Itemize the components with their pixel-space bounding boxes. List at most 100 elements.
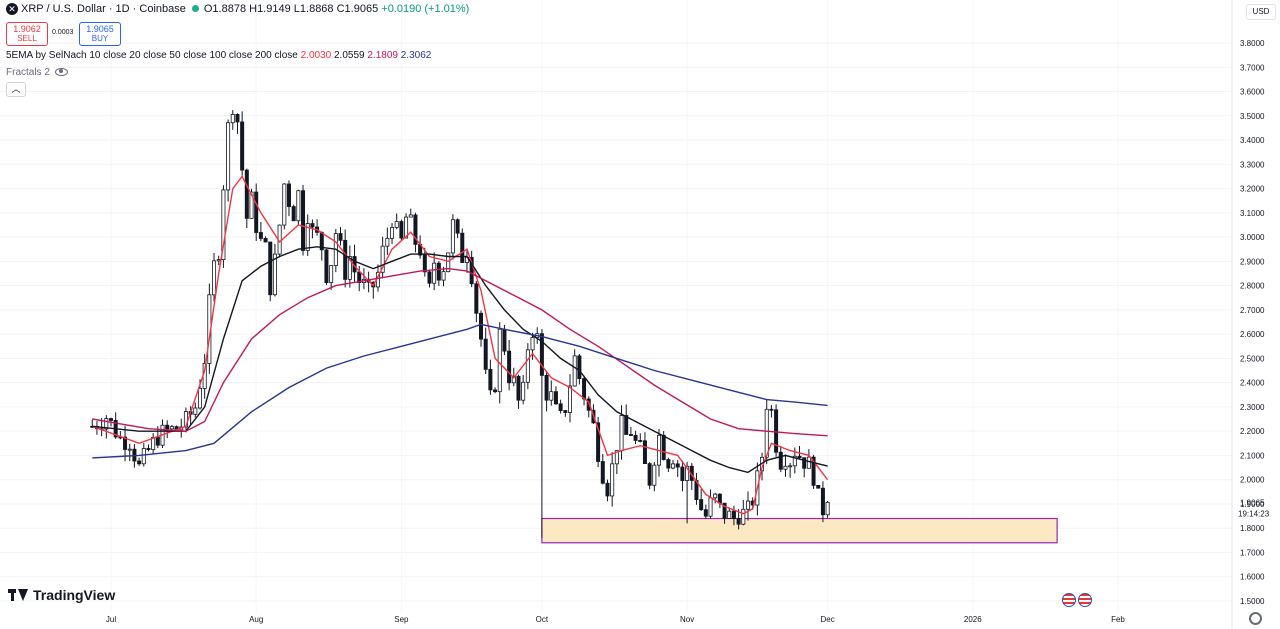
candle-body — [469, 256, 474, 285]
symbol-header: ✕ XRP / U.S. Dollar · 1D · Coinbase O1.887… — [6, 3, 469, 16]
candle-body — [802, 457, 807, 469]
candle-body — [258, 232, 263, 239]
candle-body — [127, 448, 132, 451]
us-flag-icon[interactable] — [1062, 593, 1076, 607]
candle-body — [343, 239, 348, 280]
logo-text: TradingView — [33, 587, 116, 603]
x-tick-label: Dec — [820, 615, 834, 624]
candle-body — [628, 434, 633, 436]
candle-body — [151, 436, 156, 450]
candle-body — [811, 456, 816, 486]
support-zone — [541, 517, 1058, 544]
y-tick-label: 2.7000 — [1240, 306, 1265, 315]
currency-selector[interactable]: USD — [1246, 4, 1276, 20]
candle-body — [249, 191, 254, 219]
y-tick-label: 3.2000 — [1240, 185, 1265, 194]
candle-body — [539, 333, 544, 376]
x-tick-label: Feb — [1111, 615, 1125, 624]
candle-body — [680, 466, 685, 481]
candle-body — [820, 487, 825, 516]
candle-body — [230, 114, 235, 124]
low-value: L1.8868 — [293, 3, 334, 15]
y-tick-label: 2.8000 — [1240, 282, 1265, 291]
candle-body — [525, 349, 530, 383]
time-axis[interactable]: Jul Aug Sep Oct Nov Dec 2026 Feb — [106, 615, 1126, 624]
candle-body — [254, 191, 259, 233]
ohlc-readout: O1.8878 H1.9149 L1.8868 C1.9065 +0.0190 … — [204, 3, 469, 15]
candle-body — [722, 502, 727, 519]
y-tick-label: 2.5000 — [1240, 354, 1265, 363]
candle-body — [647, 463, 652, 486]
close-value: C1.9065 — [336, 3, 379, 15]
y-tick-label: 2.6000 — [1240, 330, 1265, 339]
y-tick-label: 1.6000 — [1240, 573, 1265, 582]
fractals-indicator-legend[interactable]: Fractals 2 — [6, 67, 68, 78]
candle-body — [797, 455, 802, 459]
candle-body — [390, 227, 395, 239]
candle-body — [816, 484, 821, 489]
buy-button[interactable]: 1.9065 BUY — [79, 22, 121, 46]
x-tick-label: Nov — [680, 615, 694, 624]
candle-body — [825, 501, 830, 516]
sell-button[interactable]: 1.9062 SELL — [6, 22, 48, 46]
candle-body — [553, 391, 558, 405]
candle-body — [296, 190, 301, 222]
candle-body — [286, 183, 291, 207]
candle-body — [493, 389, 498, 393]
y-tick-label: 2.4000 — [1240, 379, 1265, 388]
candle-body — [806, 456, 811, 469]
y-tick-label: 3.0000 — [1240, 233, 1265, 242]
candle-body — [441, 271, 446, 281]
y-tick-label: 3.8000 — [1240, 39, 1265, 48]
us-flag-icon[interactable] — [1078, 593, 1092, 607]
candle-body — [774, 409, 779, 453]
eye-icon[interactable] — [54, 68, 68, 77]
y-tick-label: 2.2000 — [1240, 427, 1265, 436]
candle-body — [455, 219, 460, 234]
bar-countdown-label: 19:14:23 — [1238, 509, 1270, 518]
candle-body — [764, 408, 769, 458]
candle-body — [596, 422, 601, 462]
buy-price: 1.9065 — [86, 24, 114, 34]
candle-body — [169, 426, 174, 430]
ema-line-ema-100 — [92, 323, 828, 459]
fractals-label: Fractals 2 — [6, 67, 50, 78]
open-value: O1.8878 — [203, 3, 247, 15]
candle-body — [769, 408, 774, 411]
y-tick-label: 2.0000 — [1240, 476, 1265, 485]
ema-indicator-legend[interactable]: 5EMA by SelNach 10 close 20 close 50 clo… — [6, 50, 431, 61]
candle-body — [235, 114, 240, 123]
candle-body — [727, 510, 732, 519]
events-markers[interactable] — [1060, 593, 1092, 612]
candle-body — [338, 233, 343, 241]
candle-body — [530, 337, 535, 351]
price-axis[interactable]: 3.8000 3.7000 3.6000 3.5000 3.4000 3.3000 3.20… — [1231, 0, 1270, 629]
tradingview-logo[interactable]: TradingView — [8, 587, 115, 603]
candle-body — [638, 440, 643, 442]
candle-body — [146, 448, 151, 450]
candle-body — [661, 434, 666, 460]
candle-body — [642, 440, 647, 465]
candle-body — [741, 508, 746, 525]
candle-body — [155, 436, 160, 446]
x-tick-label: Oct — [536, 615, 549, 624]
candle-body — [582, 378, 587, 400]
candle-body — [272, 253, 277, 296]
candle-body — [614, 450, 619, 465]
support-zone-layer — [541, 517, 1058, 544]
candle-body — [788, 465, 793, 468]
candle-body — [572, 355, 577, 387]
candle-body — [577, 355, 582, 380]
ema-indicator-label: 5EMA by SelNach 10 close 20 close 50 clo… — [6, 50, 298, 61]
collapse-legend-button[interactable]: ︿ — [6, 82, 26, 97]
candle-body — [558, 403, 563, 411]
x-tick-label: Jul — [106, 615, 116, 624]
candle-body — [792, 455, 797, 467]
candle-body — [123, 436, 128, 450]
symbol-title[interactable]: XRP / U.S. Dollar · 1D · Coinbase — [21, 3, 186, 15]
gear-icon[interactable] — [1249, 612, 1262, 625]
candle-body — [268, 241, 273, 296]
candle-body — [399, 221, 404, 239]
candle-body — [671, 463, 676, 469]
